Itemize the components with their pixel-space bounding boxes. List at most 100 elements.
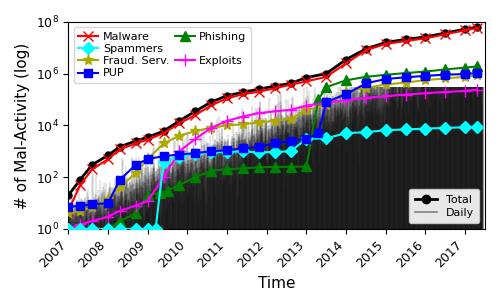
- Malware: [133, 142, 139, 145]
- Total: [288, 81, 294, 85]
- Fraud. Serv.: [176, 134, 182, 137]
- Line: Fraud. Serv.: Fraud. Serv.: [63, 70, 482, 219]
- Phishing: [224, 168, 230, 171]
- Malware: [224, 97, 230, 100]
- Phishing: [117, 219, 123, 223]
- Total: [105, 154, 111, 157]
- PUP: [272, 142, 278, 145]
- Total: [117, 145, 123, 149]
- Fraud. Serv.: [442, 76, 448, 80]
- Fraud. Serv.: [77, 209, 83, 213]
- Exploits: [133, 204, 139, 207]
- Phishing: [77, 237, 83, 241]
- Fraud. Serv.: [89, 205, 95, 209]
- Phishing: [402, 71, 408, 75]
- PUP: [66, 205, 71, 209]
- Exploits: [462, 89, 468, 93]
- Total: [77, 178, 83, 181]
- Exploits: [442, 90, 448, 94]
- Exploits: [402, 93, 408, 96]
- Fraud. Serv.: [383, 83, 389, 86]
- Malware: [208, 103, 214, 107]
- Exploits: [77, 222, 83, 226]
- Fraud. Serv.: [324, 103, 330, 107]
- Spammers: [363, 130, 369, 134]
- Fraud. Serv.: [288, 117, 294, 121]
- Exploits: [160, 175, 166, 179]
- Fraud. Serv.: [66, 211, 71, 215]
- Fraud. Serv.: [208, 126, 214, 130]
- PUP: [343, 92, 349, 96]
- Exploits: [288, 108, 294, 112]
- Total: [304, 76, 310, 80]
- Fraud. Serv.: [256, 121, 262, 124]
- Fraud. Serv.: [363, 86, 369, 90]
- Malware: [272, 87, 278, 90]
- Spammers: [224, 150, 230, 154]
- Exploits: [256, 111, 262, 115]
- PUP: [208, 149, 214, 153]
- Total: [144, 135, 150, 139]
- Malware: [402, 39, 408, 43]
- Fraud. Serv.: [160, 142, 166, 145]
- Fraud. Serv.: [272, 119, 278, 123]
- Total: [343, 58, 349, 61]
- Malware: [105, 157, 111, 161]
- Malware: [474, 26, 480, 30]
- Exploits: [422, 91, 428, 95]
- Total: [422, 35, 428, 39]
- Spammers: [402, 128, 408, 131]
- Total: [324, 72, 330, 76]
- Phishing: [272, 165, 278, 169]
- Spammers: [105, 227, 111, 231]
- PUP: [176, 153, 182, 156]
- Fraud. Serv.: [402, 81, 408, 84]
- Phishing: [240, 166, 246, 170]
- Spammers: [272, 150, 278, 154]
- Phishing: [144, 193, 150, 197]
- Total: [383, 41, 389, 44]
- Spammers: [256, 151, 262, 154]
- Exploits: [383, 94, 389, 98]
- Malware: [117, 147, 123, 151]
- PUP: [105, 201, 111, 205]
- Fraud. Serv.: [117, 186, 123, 189]
- Spammers: [152, 227, 158, 231]
- Line: Spammers: Spammers: [64, 122, 481, 233]
- Malware: [240, 92, 246, 96]
- Phishing: [343, 78, 349, 82]
- Spammers: [144, 227, 150, 231]
- Spammers: [474, 125, 480, 129]
- Fraud. Serv.: [240, 122, 246, 126]
- Line: Exploits: Exploits: [63, 84, 482, 234]
- Phishing: [89, 235, 95, 239]
- Phishing: [66, 241, 71, 244]
- Spammers: [192, 152, 198, 156]
- PUP: [363, 81, 369, 85]
- Phishing: [474, 65, 480, 68]
- PUP: [160, 154, 166, 158]
- Exploits: [304, 104, 310, 107]
- PUP: [383, 77, 389, 81]
- Spammers: [462, 125, 468, 129]
- Phishing: [156, 191, 162, 195]
- Exploits: [117, 209, 123, 213]
- Malware: [77, 183, 83, 187]
- Phishing: [256, 166, 262, 169]
- Spammers: [176, 155, 182, 159]
- Fraud. Serv.: [224, 124, 230, 127]
- Total: [133, 139, 139, 143]
- Spammers: [77, 227, 83, 231]
- Malware: [256, 90, 262, 94]
- Fraud. Serv.: [422, 78, 428, 82]
- Spammers: [160, 160, 166, 163]
- Total: [402, 38, 408, 41]
- Fraud. Serv.: [304, 109, 310, 112]
- Fraud. Serv.: [192, 129, 198, 133]
- X-axis label: Time: Time: [258, 276, 296, 291]
- Fraud. Serv.: [105, 197, 111, 200]
- PUP: [133, 163, 139, 167]
- Malware: [288, 83, 294, 87]
- PUP: [474, 71, 480, 75]
- Malware: [383, 42, 389, 46]
